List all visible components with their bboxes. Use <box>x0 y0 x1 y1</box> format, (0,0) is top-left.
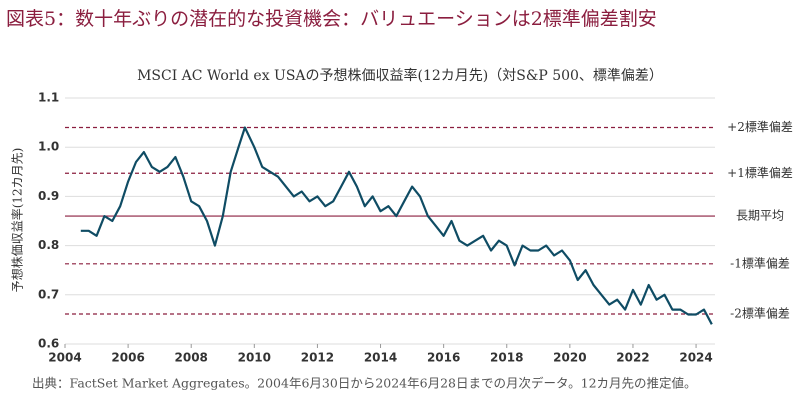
y-tick-label: 1.0 <box>38 140 59 154</box>
reference-label: +2標準偏差 <box>727 119 793 134</box>
x-tick-label: 2024 <box>679 351 712 365</box>
x-tick-label: 2018 <box>490 351 523 365</box>
data-line <box>80 126 713 325</box>
chart-subtitle: MSCI AC World ex USAの予想株価収益率(12カ月先)（対S&P… <box>137 67 663 84</box>
x-tick-label: 2014 <box>364 351 397 365</box>
y-tick-label: 0.9 <box>38 189 59 203</box>
x-tick-label: 2020 <box>553 351 586 365</box>
x-tick-label: 2008 <box>175 351 208 365</box>
y-tick-label: 0.6 <box>38 337 59 351</box>
source-note: 出典：FactSet Market Aggregates。2004年6月30日か… <box>32 376 697 391</box>
x-tick-label: 2022 <box>616 351 649 365</box>
y-tick-label: 0.8 <box>38 238 59 252</box>
x-tick-label: 2004 <box>48 351 81 365</box>
y-tick-label: 1.1 <box>38 91 59 105</box>
x-tick-label: 2012 <box>301 351 334 365</box>
y-axis-label: 予想株価収益率(12カ月先) <box>10 148 25 293</box>
reference-label: +1標準偏差 <box>727 165 793 180</box>
reference-label: -1標準偏差 <box>730 255 790 270</box>
chart-title: 図表5：数十年ぶりの潜在的な投資機会：バリュエーションは2標準偏差割安 <box>6 8 657 30</box>
x-tick-label: 2010 <box>238 351 271 365</box>
x-tick-label: 2016 <box>427 351 460 365</box>
reference-label: 長期平均 <box>736 209 784 223</box>
y-tick-label: 0.7 <box>38 287 59 301</box>
reference-label: -2標準偏差 <box>730 305 790 320</box>
x-tick-label: 2006 <box>111 351 144 365</box>
